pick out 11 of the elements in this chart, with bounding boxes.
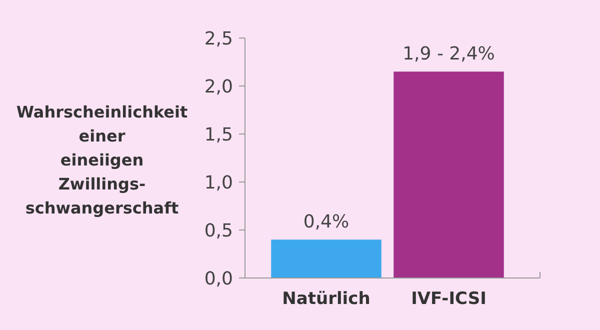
data-label: 0,4% (303, 212, 350, 233)
y-tick-label: 2,0 (204, 76, 233, 98)
y-axis-title: Wahrscheinlichkeit einer eineiigen Zwillings- schwangerschaft (16, 102, 188, 218)
annotation: 1,9 - 2,4% (402, 44, 495, 65)
y-tick-label: 2,5 (204, 28, 233, 50)
y-tick-label: 1,5 (204, 124, 233, 146)
y-tick-label: 0,5 (204, 220, 233, 242)
x-tick-label: Natürlich (282, 289, 370, 309)
y-tick-label: 1,0 (204, 172, 233, 194)
x-tick-label: IVF-ICSI (411, 289, 486, 309)
y-tick-label: 0,0 (204, 268, 233, 290)
